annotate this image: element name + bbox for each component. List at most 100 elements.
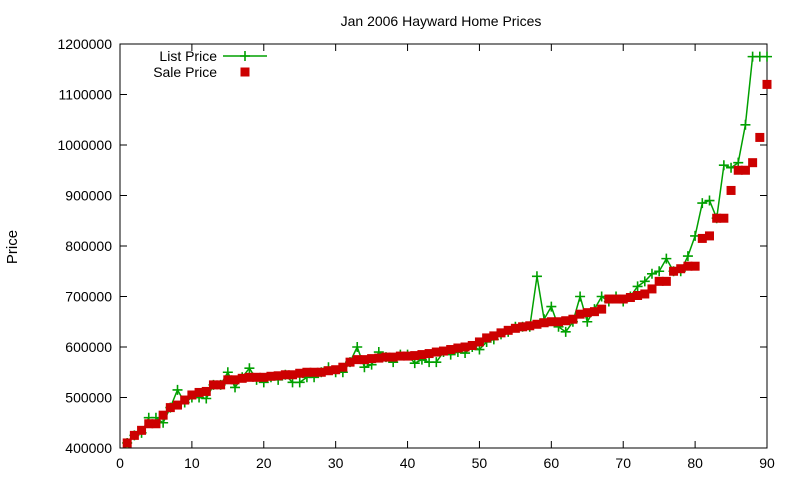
x-tick-label: 10 bbox=[184, 455, 200, 471]
data-point bbox=[302, 367, 312, 377]
data-point bbox=[575, 309, 585, 319]
legend-label: List Price bbox=[159, 48, 217, 64]
data-point bbox=[417, 350, 427, 360]
data-point bbox=[740, 119, 751, 130]
data-point bbox=[424, 349, 434, 359]
data-point bbox=[345, 357, 355, 367]
data-point bbox=[719, 213, 729, 223]
data-point bbox=[762, 51, 772, 62]
data-point bbox=[467, 340, 477, 350]
data-point bbox=[531, 271, 542, 282]
data-point bbox=[294, 377, 305, 388]
data-point bbox=[165, 403, 175, 413]
data-point bbox=[748, 158, 758, 168]
data-point bbox=[661, 253, 672, 264]
data-point bbox=[266, 371, 276, 381]
data-point bbox=[561, 316, 571, 326]
data-point bbox=[216, 380, 226, 390]
data-point bbox=[194, 387, 204, 397]
x-tick-label: 80 bbox=[687, 455, 703, 471]
data-point bbox=[704, 195, 715, 206]
x-tick-label: 0 bbox=[116, 455, 124, 471]
data-point bbox=[654, 276, 664, 286]
data-point bbox=[367, 354, 377, 364]
data-point bbox=[525, 321, 535, 331]
data-point bbox=[625, 293, 635, 303]
data-point bbox=[403, 351, 413, 361]
data-point bbox=[144, 419, 154, 429]
data-point bbox=[244, 372, 254, 382]
data-point bbox=[482, 333, 492, 343]
data-point bbox=[496, 328, 506, 338]
x-tick-label: 60 bbox=[544, 455, 560, 471]
data-point bbox=[762, 79, 772, 89]
data-point bbox=[309, 367, 319, 377]
x-axis: 0 10 20 30 40 50 60 70 80 90 bbox=[116, 44, 775, 471]
data-point bbox=[431, 347, 441, 357]
data-point bbox=[676, 264, 686, 274]
data-point bbox=[647, 284, 657, 294]
data-point bbox=[474, 337, 484, 347]
y-tick-label: 400000 bbox=[65, 440, 112, 456]
data-point bbox=[618, 294, 628, 304]
data-point bbox=[489, 331, 499, 341]
y-tick-label: 900000 bbox=[65, 188, 112, 204]
data-point bbox=[604, 294, 614, 304]
data-point bbox=[518, 322, 528, 332]
data-point bbox=[560, 326, 571, 337]
data-point bbox=[431, 357, 442, 368]
data-point bbox=[259, 372, 269, 382]
y-tick-label: 700000 bbox=[65, 289, 112, 305]
data-point bbox=[632, 281, 643, 292]
data-point bbox=[726, 185, 736, 195]
data-point bbox=[331, 365, 341, 375]
data-point bbox=[611, 294, 621, 304]
x-tick-label: 40 bbox=[400, 455, 416, 471]
data-point bbox=[172, 384, 183, 395]
data-point bbox=[697, 233, 707, 243]
data-point bbox=[546, 317, 556, 327]
data-point bbox=[201, 386, 211, 396]
data-point bbox=[208, 380, 218, 390]
data-point bbox=[122, 438, 132, 448]
series-sale-price bbox=[122, 79, 772, 448]
data-point bbox=[187, 390, 197, 400]
data-point bbox=[158, 410, 168, 420]
data-point bbox=[532, 319, 542, 329]
data-point bbox=[539, 318, 549, 328]
data-point bbox=[395, 351, 405, 361]
data-point bbox=[352, 355, 362, 365]
legend-marker bbox=[240, 67, 250, 77]
x-tick-label: 50 bbox=[472, 455, 488, 471]
legend-label: Sale Price bbox=[153, 64, 217, 80]
data-point bbox=[733, 165, 743, 175]
data-point bbox=[410, 351, 420, 361]
data-point bbox=[639, 276, 650, 287]
data-point bbox=[223, 375, 233, 385]
data-point bbox=[295, 368, 305, 378]
data-point bbox=[682, 251, 693, 262]
data-point bbox=[230, 375, 240, 385]
data-point bbox=[280, 370, 290, 380]
chart-title: Jan 2006 Hayward Home Prices bbox=[341, 13, 542, 29]
data-point bbox=[510, 323, 520, 333]
data-point bbox=[712, 213, 722, 223]
data-point bbox=[683, 261, 693, 271]
x-tick-label: 30 bbox=[328, 455, 344, 471]
data-point bbox=[180, 395, 190, 405]
data-point bbox=[173, 400, 183, 410]
data-point bbox=[273, 371, 283, 381]
data-point bbox=[237, 373, 247, 383]
data-point bbox=[352, 342, 363, 352]
data-point bbox=[439, 346, 448, 356]
y-tick-label: 1200000 bbox=[57, 36, 112, 52]
y-tick-label: 500000 bbox=[65, 390, 112, 406]
data-point bbox=[633, 290, 643, 300]
data-point bbox=[151, 419, 161, 429]
data-point bbox=[546, 301, 557, 312]
data-point bbox=[323, 366, 333, 376]
data-point bbox=[338, 362, 348, 372]
